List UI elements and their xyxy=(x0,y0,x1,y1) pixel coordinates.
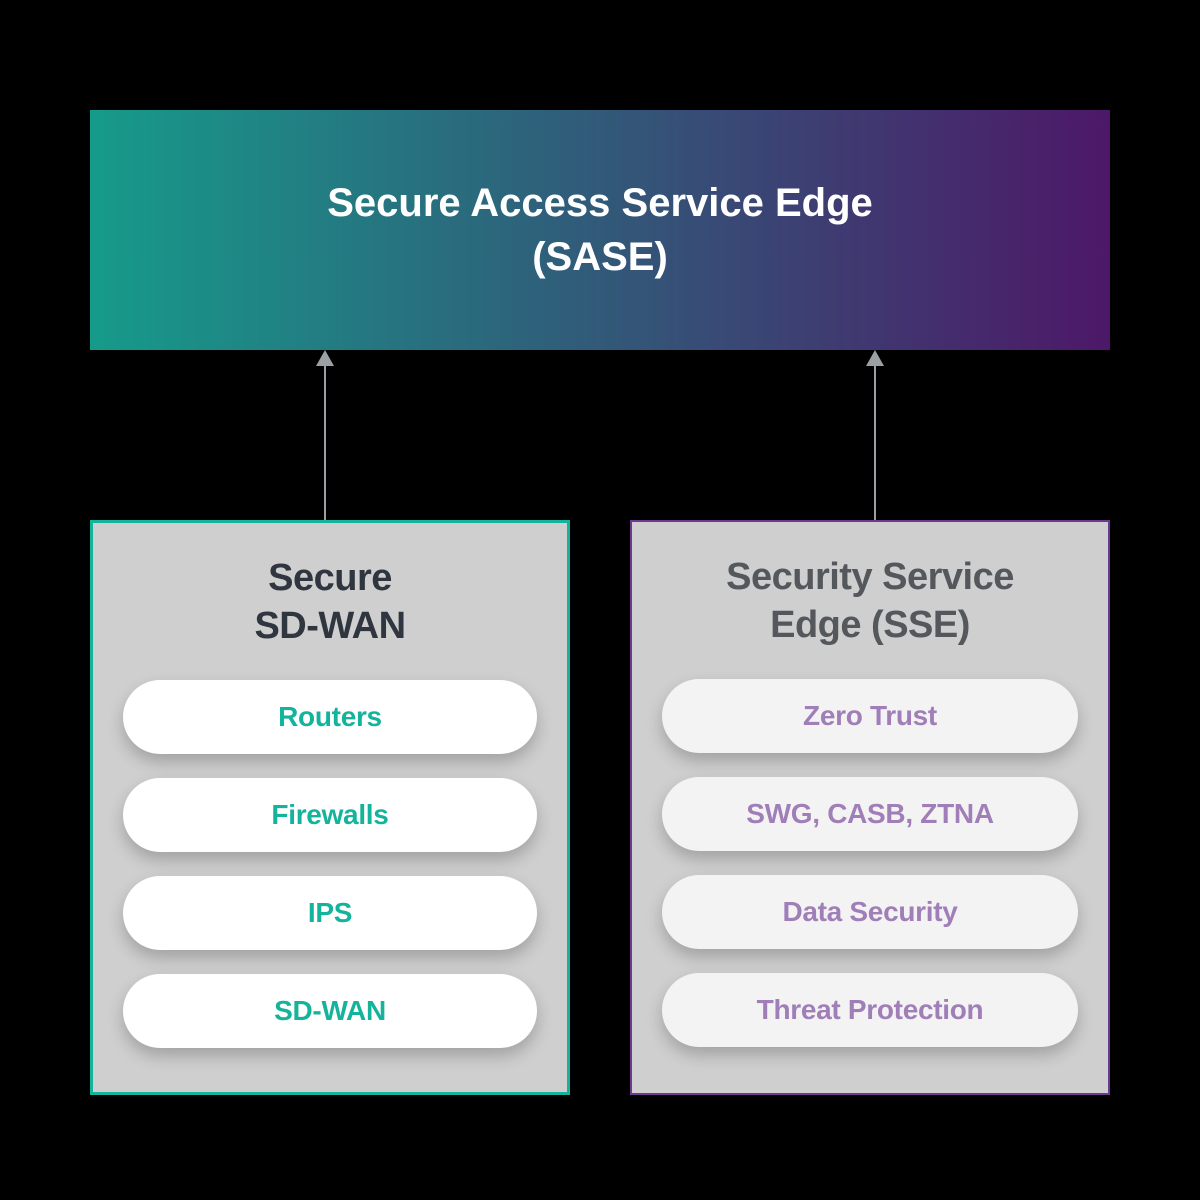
arrows-region xyxy=(90,350,1110,520)
sdwan-pill: Routers xyxy=(123,680,537,754)
sdwan-title-line1: Secure xyxy=(268,557,392,599)
arrow-line xyxy=(874,366,876,520)
sse-column-title: Security Service Edge (SSE) xyxy=(662,554,1078,649)
arrow-up-icon xyxy=(866,350,884,366)
diagram-canvas: Secure Access Service Edge (SASE) Secure… xyxy=(90,110,1110,1095)
sse-pill: Zero Trust xyxy=(662,679,1078,753)
arrow-up-right xyxy=(865,350,885,520)
sdwan-pill: IPS xyxy=(123,876,537,950)
sase-header-text: Secure Access Service Edge (SASE) xyxy=(327,176,873,284)
sase-header-line2: (SASE) xyxy=(532,235,668,279)
arrow-line xyxy=(324,366,326,520)
sse-title-line1: Security Service xyxy=(726,556,1014,598)
sse-title-line2: Edge (SSE) xyxy=(770,604,970,646)
sdwan-column: Secure SD-WAN Routers Firewalls IPS SD-W… xyxy=(90,520,570,1095)
arrow-up-icon xyxy=(316,350,334,366)
sse-pill: Data Security xyxy=(662,875,1078,949)
columns-row: Secure SD-WAN Routers Firewalls IPS SD-W… xyxy=(90,520,1110,1095)
sse-column: Security Service Edge (SSE) Zero Trust S… xyxy=(630,520,1110,1095)
arrow-up-left xyxy=(315,350,335,520)
sse-pill: SWG, CASB, ZTNA xyxy=(662,777,1078,851)
sdwan-pill: Firewalls xyxy=(123,778,537,852)
sdwan-column-title: Secure SD-WAN xyxy=(123,555,537,650)
sase-header-line1: Secure Access Service Edge xyxy=(327,181,873,225)
sase-header-box: Secure Access Service Edge (SASE) xyxy=(90,110,1110,350)
sdwan-title-line2: SD-WAN xyxy=(254,605,405,647)
sse-pill: Threat Protection xyxy=(662,973,1078,1047)
sdwan-pill: SD-WAN xyxy=(123,974,537,1048)
